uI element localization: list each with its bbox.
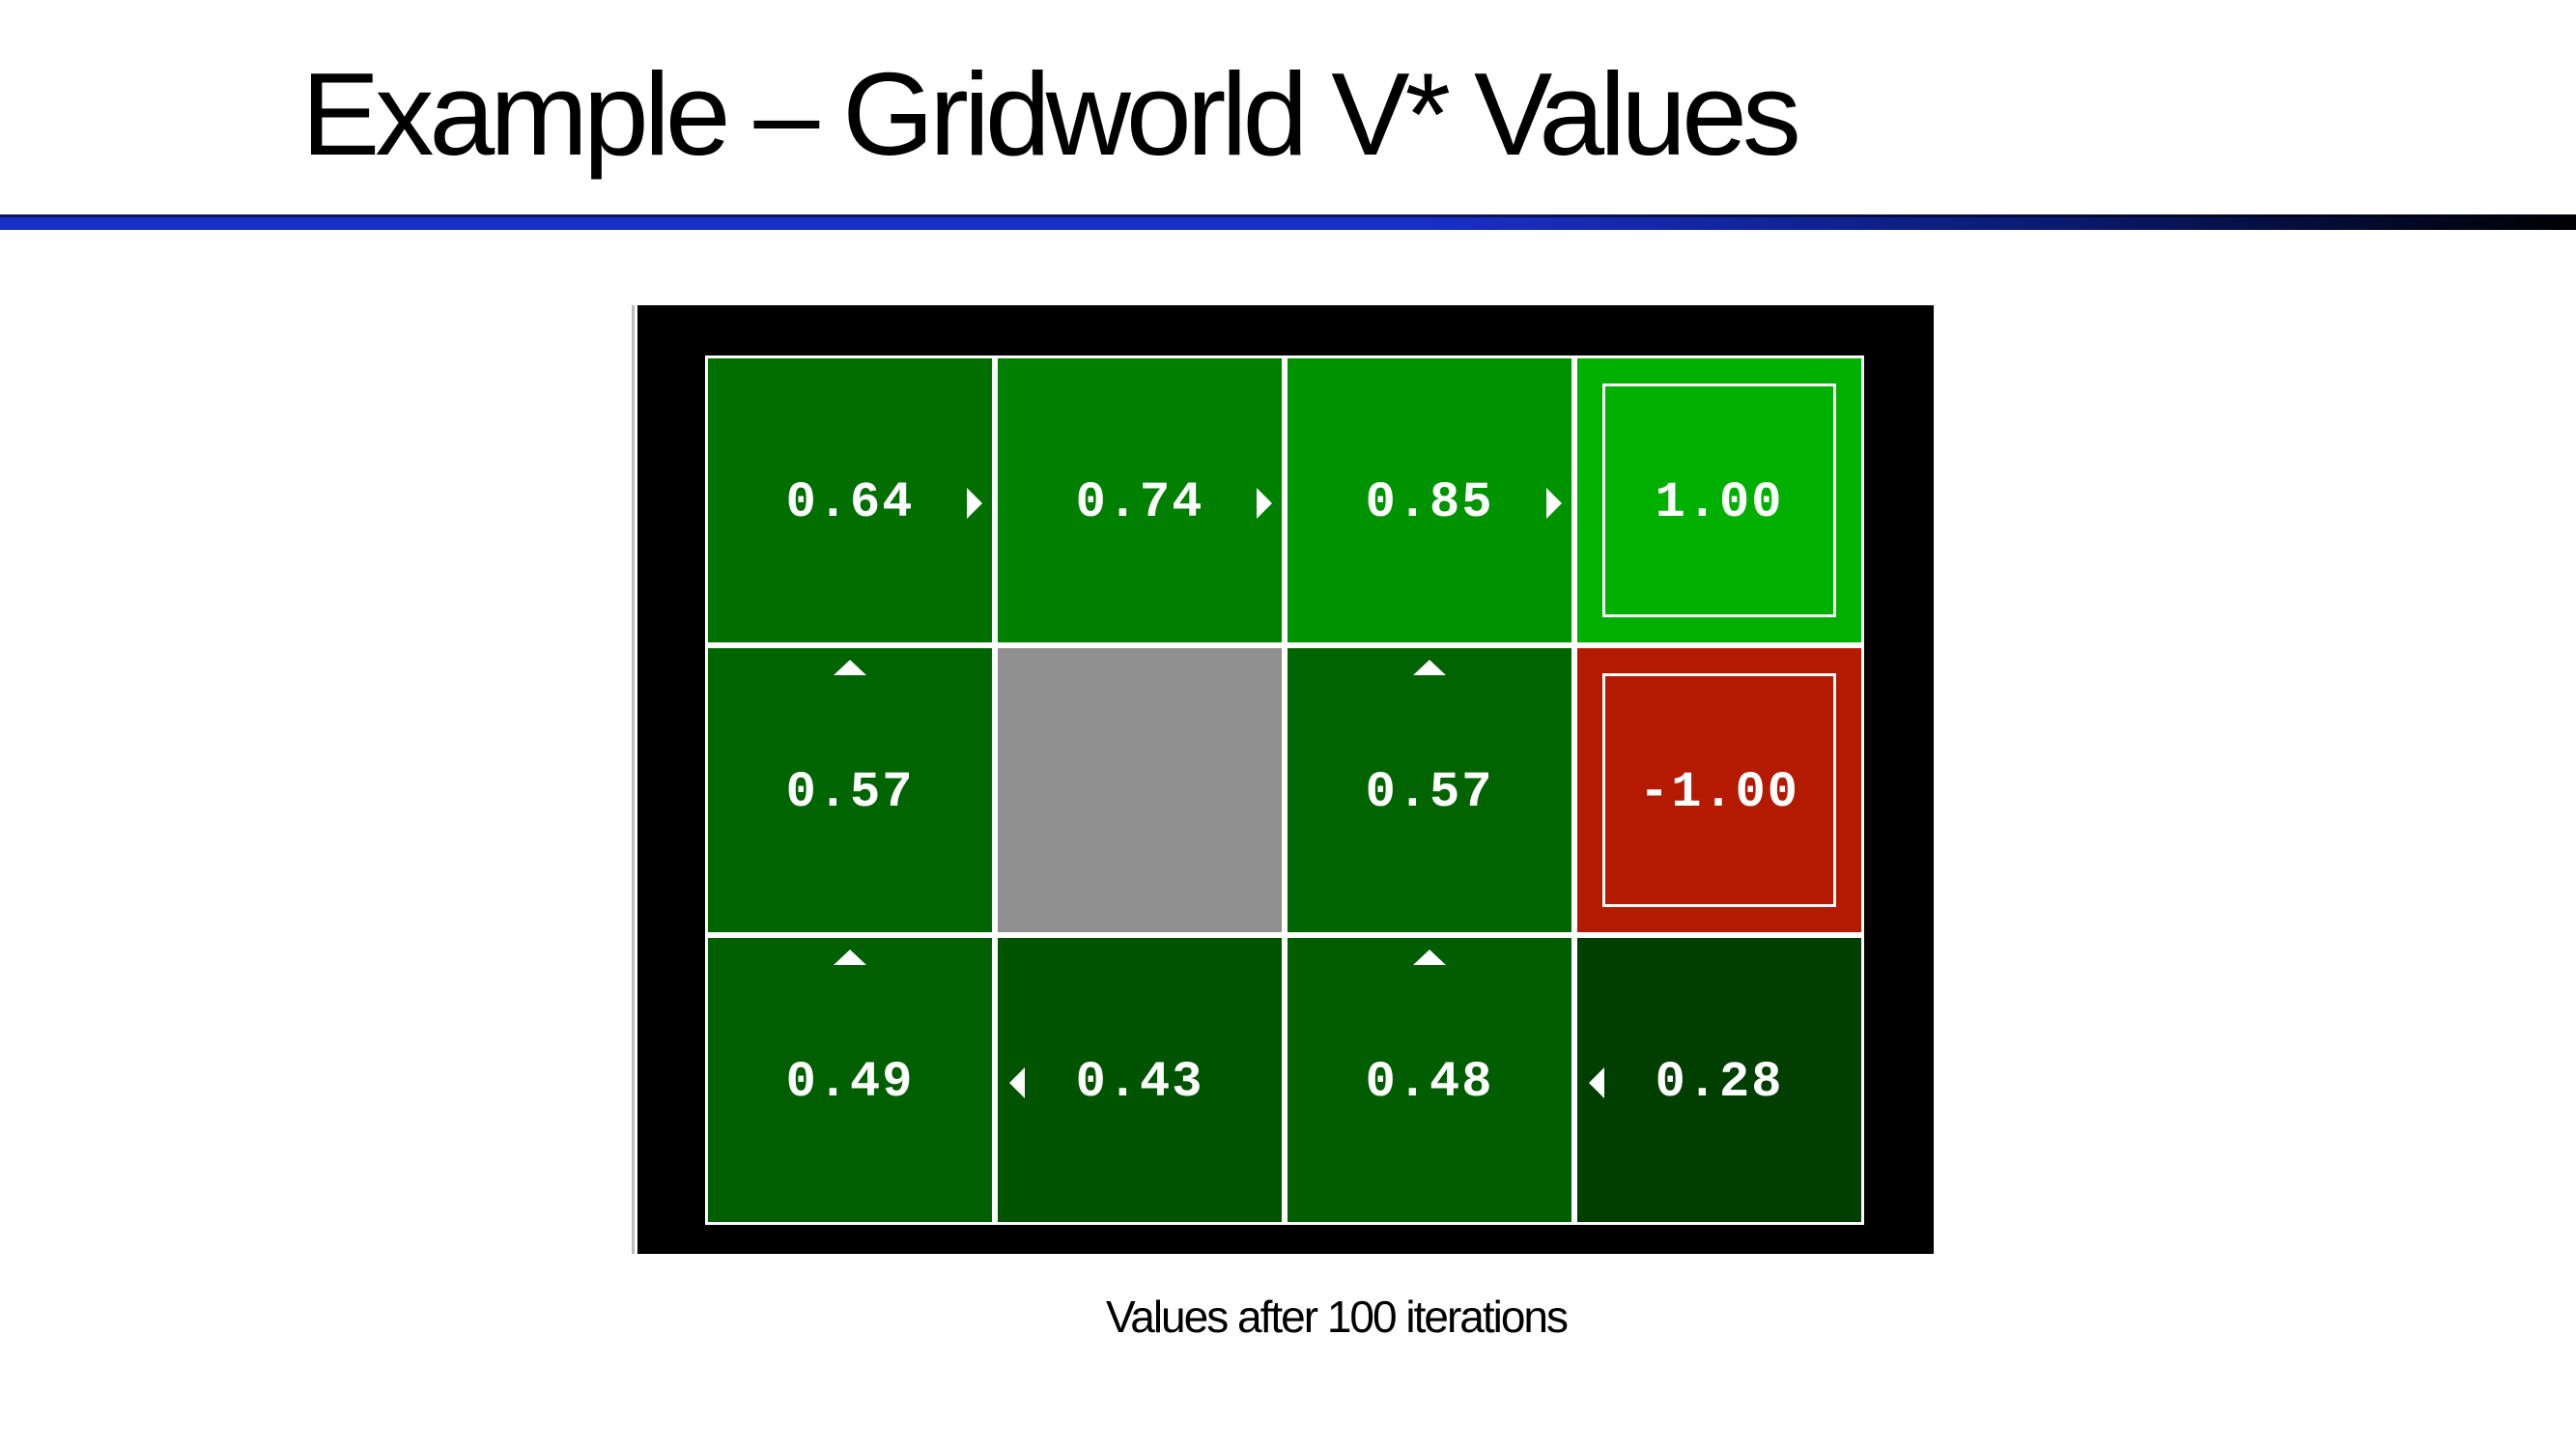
policy-arrow-right-icon bbox=[967, 488, 982, 519]
terminal-marker bbox=[1602, 384, 1836, 617]
state-cell: 0.74 bbox=[995, 355, 1285, 645]
terminal-marker bbox=[1602, 673, 1836, 907]
state-value: 0.85 bbox=[1365, 474, 1494, 531]
gridworld-grid: 0.64 0.74 0.85 1.00 0.57 0.57 -1.00 0.49 0.43 0.4… bbox=[705, 355, 1864, 1225]
policy-arrow-up-icon bbox=[1413, 660, 1446, 675]
state-cell: 0.57 bbox=[705, 645, 995, 935]
policy-arrow-right-icon bbox=[1546, 488, 1562, 519]
state-value: 0.49 bbox=[785, 1054, 915, 1111]
terminal-cell: 1.00 bbox=[1574, 355, 1864, 645]
state-value: 0.48 bbox=[1365, 1054, 1494, 1111]
policy-arrow-right-icon bbox=[1257, 488, 1272, 519]
state-value: 0.57 bbox=[785, 764, 915, 821]
state-cell: 0.48 bbox=[1285, 935, 1574, 1225]
policy-arrow-left-icon bbox=[1009, 1067, 1025, 1098]
state-cell: 0.57 bbox=[1285, 645, 1574, 935]
state-value: 0.57 bbox=[1365, 764, 1494, 821]
wall-cell bbox=[995, 645, 1285, 935]
state-value: -1.00 bbox=[1638, 764, 1800, 821]
state-value: 0.28 bbox=[1655, 1054, 1784, 1111]
terminal-cell: -1.00 bbox=[1574, 645, 1864, 935]
policy-arrow-up-icon bbox=[834, 660, 866, 675]
state-cell: 0.85 bbox=[1285, 355, 1574, 645]
state-value: 0.64 bbox=[785, 474, 915, 531]
state-value: 0.74 bbox=[1075, 474, 1204, 531]
state-cell: 0.43 bbox=[995, 935, 1285, 1225]
state-cell: 0.49 bbox=[705, 935, 995, 1225]
policy-arrow-up-icon bbox=[834, 950, 866, 965]
figure-caption: Values after 100 iterations bbox=[1105, 1292, 1569, 1342]
board-edge bbox=[632, 305, 635, 1254]
state-value: 1.00 bbox=[1655, 474, 1784, 531]
policy-arrow-left-icon bbox=[1589, 1067, 1604, 1098]
slide-title: Example – Gridworld V* Values bbox=[301, 48, 1801, 180]
title-divider bbox=[0, 214, 2576, 230]
state-cell: 0.64 bbox=[705, 355, 995, 645]
state-cell: 0.28 bbox=[1574, 935, 1864, 1225]
state-value: 0.43 bbox=[1075, 1054, 1204, 1111]
policy-arrow-up-icon bbox=[1413, 950, 1446, 965]
